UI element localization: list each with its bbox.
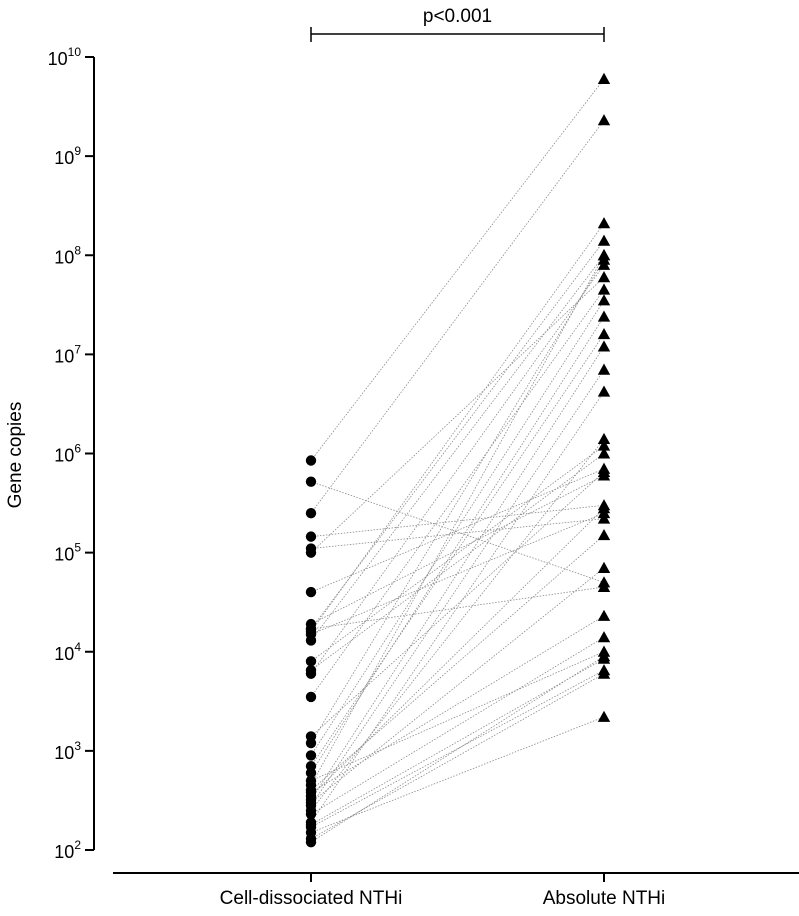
y-tick-label-6: 108 (54, 243, 81, 267)
cell-dissociated-point-19 (305, 750, 317, 761)
absolute-point-5 (597, 271, 611, 283)
y-tick-label-8: 1010 (48, 45, 82, 69)
absolute-point-0 (597, 72, 611, 84)
pair-line-4 (310, 518, 605, 549)
pair-line-1 (310, 481, 605, 583)
absolute-point-25 (597, 609, 611, 621)
pair-line-19 (310, 300, 605, 756)
pair-line-36 (310, 673, 605, 840)
absolute-point-32 (597, 385, 611, 397)
pair-line-26 (310, 508, 605, 797)
absolute-point-13 (597, 439, 611, 451)
pair-line-20 (310, 333, 605, 767)
absolute-point-23 (597, 249, 611, 261)
pair-line-25 (310, 615, 605, 793)
pair-line-5 (310, 276, 605, 553)
absolute-point-28 (597, 561, 611, 573)
absolute-point-20 (597, 327, 611, 340)
pair-line-2 (310, 120, 605, 514)
y-tick-label-5: 107 (54, 342, 81, 366)
cell-dissociated-point-18 (305, 737, 317, 749)
pair-line-10 (310, 223, 605, 632)
pair-line-29 (310, 369, 605, 806)
pair-line-33 (310, 658, 605, 826)
y-tick-label-2: 104 (54, 640, 81, 664)
absolute-point-26 (597, 502, 611, 514)
cell-dissociated-point-21 (305, 767, 317, 779)
absolute-point-35 (597, 710, 611, 722)
pair-line-15 (310, 264, 605, 674)
cell-dissociated-point-3 (305, 531, 317, 542)
y-tick-label-3: 105 (54, 541, 81, 565)
absolute-point-24 (597, 528, 611, 541)
pair-line-23 (310, 255, 605, 786)
absolute-point-30 (597, 432, 611, 444)
absolute-point-37 (597, 650, 611, 662)
absolute-point-9 (597, 580, 611, 592)
pair-line-30 (310, 438, 605, 811)
cell-dissociated-point-13 (305, 656, 317, 667)
y-tick-label-4: 106 (54, 442, 81, 466)
pair-connector-lines (310, 78, 605, 843)
cell-dissociated-point-12 (305, 635, 317, 646)
cell-dissociated-point-1 (305, 476, 317, 487)
pair-line-3 (310, 504, 605, 538)
pair-line-22 (310, 651, 605, 782)
cell-dissociated-point-15 (305, 668, 317, 679)
cell-dissociated-point-6 (305, 586, 317, 598)
absolute-point-17 (597, 465, 611, 478)
cell-dissociated-point-0 (305, 455, 317, 466)
absolute-point-21 (597, 310, 611, 322)
x-category-label-1: Absolute NTHi (543, 888, 666, 909)
pair-line-0 (310, 78, 605, 461)
absolute-point-36 (597, 667, 611, 679)
y-tick-label-7: 109 (54, 144, 81, 168)
cell-dissociated-point-37 (305, 836, 317, 848)
pair-line-7 (310, 475, 605, 625)
absolute-point-8 (597, 234, 611, 246)
data-points (305, 72, 611, 848)
pair-line-13 (310, 445, 605, 662)
absolute-point-29 (597, 363, 611, 375)
y-tick-label-1: 103 (54, 739, 81, 763)
absolute-point-10 (597, 217, 611, 229)
y-axis-title: Gene copies (5, 402, 26, 509)
cell-dissociated-point-2 (305, 507, 317, 519)
absolute-point-2 (597, 114, 611, 126)
absolute-point-16 (597, 283, 611, 295)
pair-line-35 (310, 716, 605, 833)
pair-line-11 (310, 512, 605, 635)
cell-dissociated-point-31 (305, 808, 317, 820)
axes (85, 27, 799, 882)
pair-line-28 (310, 567, 605, 804)
pair-line-18 (310, 259, 605, 744)
pair-line-14 (310, 453, 605, 671)
cell-dissociated-point-5 (305, 547, 317, 558)
pair-line-21 (310, 316, 605, 774)
cell-dissociated-point-16 (305, 691, 317, 703)
absolute-point-27 (597, 340, 611, 352)
absolute-point-31 (597, 631, 611, 643)
absolute-point-19 (597, 294, 611, 306)
pair-line-16 (310, 289, 605, 698)
pair-line-31 (310, 636, 605, 815)
significance-label: p<0.001 (423, 6, 492, 27)
pair-line-37 (310, 655, 605, 843)
labels: 102 103 104 105 106 107 108 109 1010 Cell-dissoci… (5, 6, 665, 909)
x-category-label-0: Cell-dissociated NTHi (220, 888, 403, 909)
pair-line-32 (310, 391, 605, 823)
y-tick-label-0: 102 (54, 838, 81, 862)
pair-line-12 (310, 255, 605, 641)
pair-line-8 (310, 240, 605, 630)
pair-line-24 (310, 534, 605, 791)
pair-line-9 (310, 586, 605, 630)
absolute-point-14 (597, 447, 611, 459)
pair-line-34 (310, 669, 605, 828)
